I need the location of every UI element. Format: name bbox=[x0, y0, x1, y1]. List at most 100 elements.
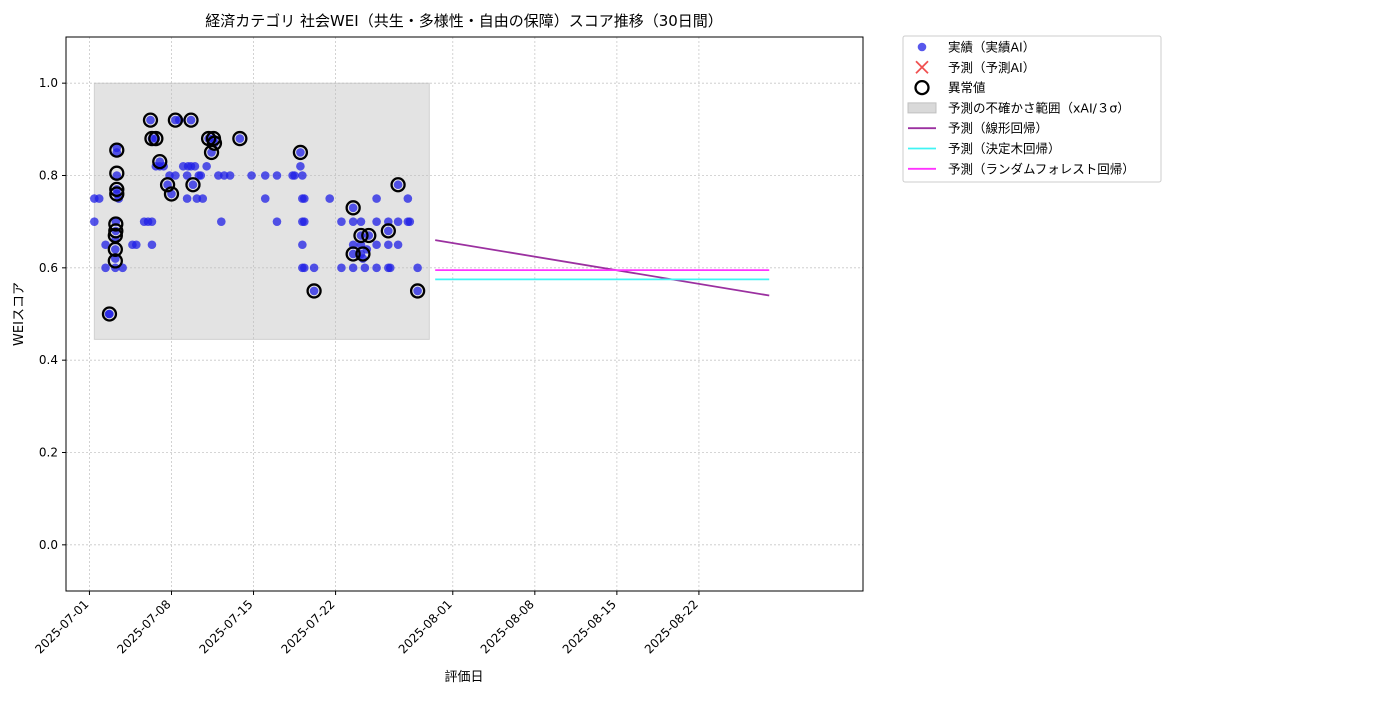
data-point bbox=[235, 134, 245, 143]
data-point bbox=[296, 161, 305, 171]
data-point bbox=[182, 194, 192, 203]
data-point bbox=[90, 217, 99, 226]
data-point bbox=[309, 286, 319, 296]
data-point bbox=[372, 240, 381, 250]
anomaly-ring bbox=[159, 177, 176, 193]
anomaly-ring bbox=[109, 142, 125, 158]
y-tick-label: 0.0 bbox=[39, 538, 58, 552]
anomaly-ring bbox=[183, 112, 199, 128]
anomaly-ring bbox=[152, 153, 168, 170]
x-tick-label: 2025-07-22 bbox=[278, 597, 337, 656]
data-point bbox=[147, 217, 157, 226]
legend-marker-x bbox=[915, 60, 929, 74]
data-point bbox=[348, 249, 358, 259]
data-point bbox=[190, 161, 200, 171]
data-point bbox=[348, 203, 358, 213]
data-point bbox=[337, 217, 346, 226]
anomaly-ring bbox=[306, 283, 322, 299]
anomaly-ring bbox=[380, 223, 396, 239]
data-point bbox=[385, 263, 395, 273]
data-point bbox=[260, 194, 270, 203]
data-point bbox=[300, 217, 309, 226]
data-point bbox=[111, 245, 120, 254]
data-point bbox=[300, 263, 309, 273]
anomaly-ring bbox=[390, 177, 406, 193]
data-point bbox=[384, 240, 393, 250]
data-point bbox=[360, 263, 370, 273]
data-point bbox=[309, 263, 319, 273]
y-tick-label: 0.2 bbox=[39, 446, 58, 460]
data-point bbox=[216, 217, 226, 226]
legend-label: 異常値 bbox=[948, 80, 986, 95]
legend-label: 予測（決定木回帰） bbox=[948, 141, 1061, 156]
anomaly-ring bbox=[109, 186, 125, 202]
data-point bbox=[348, 263, 358, 273]
legend-marker-band bbox=[907, 102, 937, 114]
data-point bbox=[413, 263, 422, 273]
legend-label: 予測（予測AI） bbox=[948, 60, 1035, 75]
anomaly-ring bbox=[108, 223, 124, 239]
legend-x-stroke bbox=[915, 60, 929, 74]
data-point bbox=[132, 240, 141, 250]
x-tick-label: 2025-08-01 bbox=[396, 597, 455, 656]
plot-frame bbox=[65, 36, 864, 592]
data-point bbox=[196, 171, 206, 180]
data-point bbox=[403, 194, 413, 203]
data-point bbox=[413, 286, 422, 296]
data-point bbox=[105, 309, 114, 319]
data-point bbox=[101, 240, 110, 250]
grid-layer bbox=[66, 37, 863, 591]
anomaly-ring bbox=[185, 177, 201, 193]
data-point bbox=[393, 217, 403, 226]
data-point bbox=[348, 217, 358, 226]
anomaly-ring bbox=[353, 227, 369, 244]
anomaly-ring bbox=[109, 181, 125, 198]
data-point bbox=[356, 217, 366, 226]
data-point bbox=[290, 171, 299, 180]
legend-label: 予測（線形回帰） bbox=[948, 121, 1048, 136]
data-point bbox=[188, 180, 198, 190]
data-point bbox=[225, 171, 235, 180]
data-point bbox=[112, 171, 122, 180]
anomaly-ring bbox=[142, 112, 159, 128]
anomaly-ring-layer bbox=[101, 112, 426, 322]
data-point bbox=[272, 171, 282, 180]
legend-label: 予測（ランダムフォレスト回帰） bbox=[948, 161, 1135, 176]
data-point bbox=[372, 263, 381, 273]
anomaly-ring bbox=[292, 144, 309, 161]
x-tick-label: 2025-07-08 bbox=[114, 597, 173, 656]
data-point bbox=[112, 143, 122, 153]
anomaly-ring bbox=[355, 246, 371, 262]
data-point bbox=[147, 240, 157, 250]
x-tick-label: 2025-08-08 bbox=[478, 597, 537, 656]
x-axis-label: 評価日 bbox=[444, 670, 483, 685]
x-tick-label: 2025-08-15 bbox=[560, 597, 619, 656]
anomaly-ring bbox=[101, 306, 118, 322]
anomaly-ring bbox=[108, 216, 124, 232]
anomaly-ring bbox=[163, 186, 180, 202]
anomaly-ring bbox=[345, 246, 361, 262]
forecast-line-layer bbox=[435, 239, 770, 297]
legend-label: 予測の不確かさ範囲（xAI/３σ） bbox=[948, 100, 1130, 115]
legend-label: 実績（実績AI） bbox=[948, 40, 1035, 55]
forecast-line bbox=[435, 239, 770, 297]
anomaly-ring bbox=[409, 283, 426, 299]
anomaly-ring bbox=[148, 130, 164, 147]
data-point bbox=[298, 240, 307, 250]
x-tick-label: 2025-07-01 bbox=[32, 597, 91, 656]
y-axis-label: WEIスコア bbox=[12, 282, 27, 346]
y-tick-label: 0.4 bbox=[39, 353, 58, 367]
data-point bbox=[272, 217, 282, 226]
chart-title: 経済カテゴリ 社会WEI（共生・多様性・自由の保障）スコア推移（30日間） bbox=[205, 12, 723, 30]
data-point bbox=[300, 194, 309, 203]
data-point bbox=[202, 161, 211, 171]
anomaly-ring bbox=[345, 200, 361, 216]
anomaly-ring bbox=[206, 135, 223, 151]
y-tick-label: 0.8 bbox=[39, 169, 58, 183]
data-point bbox=[101, 263, 110, 273]
x-tick-label: 2025-07-15 bbox=[196, 597, 255, 656]
y-tick-label: 1.0 bbox=[39, 76, 58, 90]
legend-box bbox=[902, 35, 1162, 183]
